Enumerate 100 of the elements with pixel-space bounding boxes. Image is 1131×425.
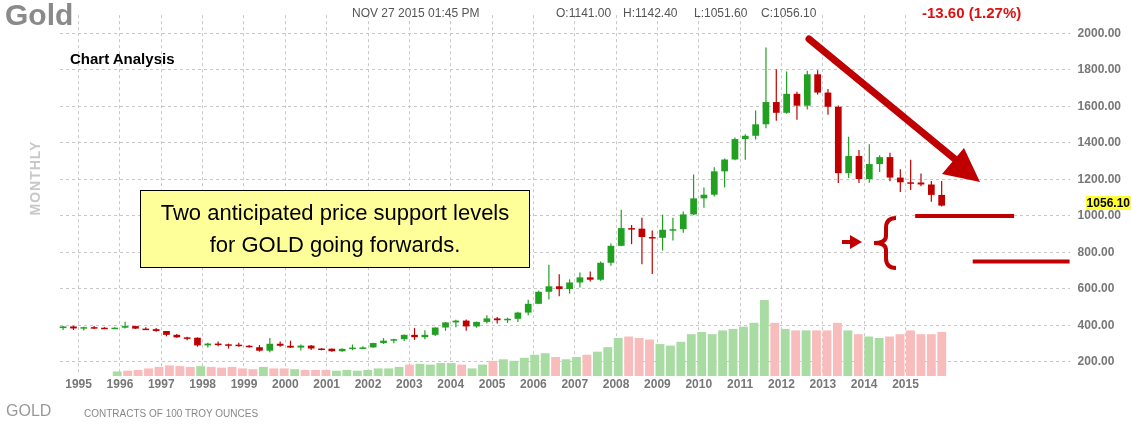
candlestick xyxy=(855,149,863,184)
bar xyxy=(655,344,665,376)
bar xyxy=(457,364,467,376)
candlestick xyxy=(710,166,718,198)
bar xyxy=(112,371,122,376)
bar xyxy=(864,336,874,376)
bar xyxy=(885,336,895,376)
bar xyxy=(582,354,592,376)
y-tick-label: 200.00 xyxy=(1077,354,1115,369)
candlestick xyxy=(752,110,759,141)
bar xyxy=(551,357,561,376)
candlestick xyxy=(483,314,491,325)
annotation: -13.60 (1.27%) xyxy=(922,4,1022,21)
x-tick-label: 1995 xyxy=(65,377,93,392)
candlestick xyxy=(783,70,790,115)
bar xyxy=(874,338,884,376)
x-tick-label: 2015 xyxy=(892,377,920,392)
bar xyxy=(843,330,853,376)
x-tick-label: 2006 xyxy=(520,377,548,392)
y-tick-label: 1800.00 xyxy=(1077,62,1122,77)
bar xyxy=(812,330,821,376)
bar xyxy=(801,330,811,376)
candlestick xyxy=(690,173,697,216)
bar xyxy=(561,359,571,376)
candlestick xyxy=(659,214,666,252)
x-tick-label: 2011 xyxy=(727,377,754,392)
bar xyxy=(290,369,300,376)
chart-title: Gold xyxy=(5,0,74,32)
y-tick-label: 1400.00 xyxy=(1077,135,1122,150)
bar xyxy=(572,357,581,376)
x-tick-label: 2010 xyxy=(685,377,713,392)
text: 1056.10 xyxy=(1085,196,1131,210)
x-tick-label: 2005 xyxy=(478,377,506,392)
bar xyxy=(258,366,268,376)
x-tick-label: 2004 xyxy=(437,377,465,392)
candlestick xyxy=(741,133,749,161)
candlestick xyxy=(917,172,925,187)
text: GOLD xyxy=(6,402,52,420)
bar xyxy=(791,330,801,376)
bar xyxy=(853,334,863,376)
bar xyxy=(123,370,133,376)
x-tick-label: 2009 xyxy=(644,377,672,392)
bar xyxy=(279,368,289,376)
candlestick xyxy=(927,180,935,203)
candlestick xyxy=(938,180,946,208)
x-tick-label: 2007 xyxy=(561,377,589,392)
candlestick xyxy=(617,209,625,247)
x-tick-label: 2000 xyxy=(271,377,299,392)
candlestick xyxy=(679,210,687,234)
x-tick-label: 1997 xyxy=(147,377,175,392)
y-tick-label: 800.00 xyxy=(1077,244,1115,259)
annotation: O:1141.00 xyxy=(556,6,612,20)
x-tick-label: 1999 xyxy=(230,377,258,392)
x-tick-label: 2012 xyxy=(768,377,796,392)
candlestick xyxy=(845,136,852,179)
bar xyxy=(895,334,905,376)
y-tick-label: 1200.00 xyxy=(1077,171,1122,186)
bar xyxy=(759,300,769,376)
x-tick-label: 1998 xyxy=(189,377,217,392)
x-tick-label: 2003 xyxy=(396,377,424,392)
annotation: NOV 27 2015 01:45 PM xyxy=(352,6,480,20)
y-tick-label: 1600.00 xyxy=(1077,98,1122,113)
candlestick xyxy=(814,69,821,95)
bar xyxy=(624,336,634,376)
bar xyxy=(822,330,832,376)
bar xyxy=(540,353,550,376)
y-tick-label: 2000.00 xyxy=(1077,25,1122,40)
annotation: Chart Analysis xyxy=(70,50,175,67)
candlestick xyxy=(865,143,873,184)
candlestick xyxy=(555,273,563,297)
annotation: L:1051.60 xyxy=(694,6,748,20)
bar xyxy=(770,322,780,376)
bar xyxy=(780,328,790,376)
x-tick-label: 1996 xyxy=(106,377,134,392)
candlestick xyxy=(793,91,801,121)
candlestick xyxy=(721,157,728,189)
x-tick-label: 2014 xyxy=(850,377,878,392)
candlestick xyxy=(886,152,894,182)
candlestick xyxy=(628,224,635,245)
bar xyxy=(832,322,842,376)
bar xyxy=(269,368,279,376)
candlestick xyxy=(545,264,553,301)
candlestick xyxy=(669,217,677,242)
annotation: C:1056.10 xyxy=(761,6,817,20)
annotation: H:1142.40 xyxy=(623,6,678,20)
candlestick xyxy=(597,260,604,282)
bar xyxy=(185,366,195,376)
bar xyxy=(196,366,206,376)
x-tick-label: 2001 xyxy=(313,377,341,392)
bar xyxy=(446,363,456,376)
bar xyxy=(728,328,738,376)
candlestick xyxy=(648,229,656,275)
y-tick-label: 400.00 xyxy=(1077,317,1115,332)
x-tick-label: 2008 xyxy=(602,377,630,392)
text: CONTRACTS OF 100 TROY OUNCES xyxy=(84,408,259,419)
bar xyxy=(415,363,425,376)
bar xyxy=(613,338,623,376)
candlestick xyxy=(772,68,780,122)
y-tick-label: 1000.00 xyxy=(1077,208,1122,223)
candlestick xyxy=(907,159,915,191)
